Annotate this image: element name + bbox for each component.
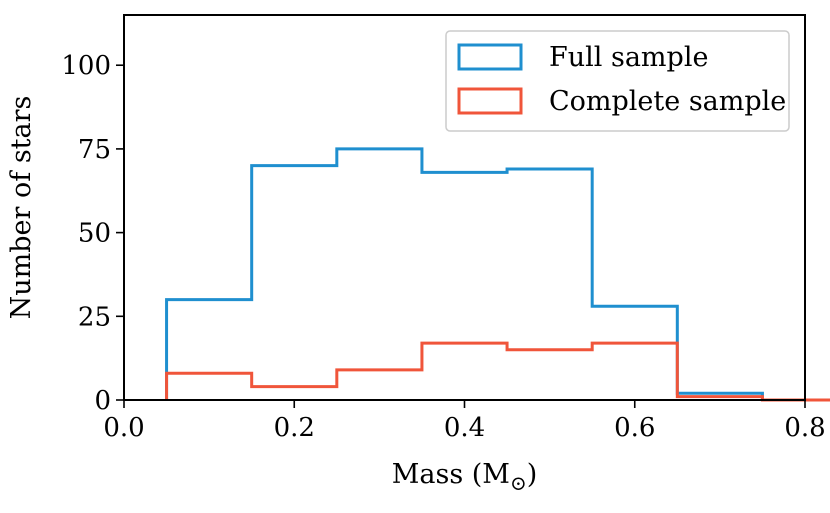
legend-box — [445, 30, 790, 132]
ticks-layer: 0.0 0.2 0.4 0.6 0.8 0 25 50 75 100 — [61, 51, 825, 443]
y-tick-label: 75 — [78, 135, 111, 165]
legend: Full sample Complete sample — [445, 30, 790, 132]
x-axis-label-suffix: ) — [527, 459, 538, 490]
x-axis-label: Mass (M⊙) — [392, 459, 538, 495]
x-tick-label: 0.6 — [614, 413, 655, 443]
legend-swatch-complete-sample — [457, 87, 523, 115]
x-tick-label: 0.4 — [444, 413, 485, 443]
legend-swatch-full-sample — [457, 43, 523, 71]
y-axis-label: Number of stars — [6, 96, 37, 320]
y-tick-label: 50 — [78, 219, 111, 249]
series-layer — [165, 147, 830, 402]
series-full-sample-step — [165, 147, 830, 402]
x-axis-label-subscript: ⊙ — [510, 471, 527, 495]
x-tick-label: 0.0 — [103, 413, 144, 443]
series-complete-sample-step — [165, 341, 830, 402]
x-axis-label-main: Mass (M — [392, 459, 510, 490]
y-tick-label: 25 — [78, 302, 111, 332]
legend-label-full-sample: Full sample — [549, 42, 708, 73]
legend-label-complete-sample: Complete sample — [549, 86, 786, 117]
x-tick-label: 0.2 — [274, 413, 315, 443]
y-tick-label: 0 — [94, 386, 111, 416]
x-tick-label: 0.8 — [784, 413, 825, 443]
y-tick-label: 100 — [61, 51, 111, 81]
